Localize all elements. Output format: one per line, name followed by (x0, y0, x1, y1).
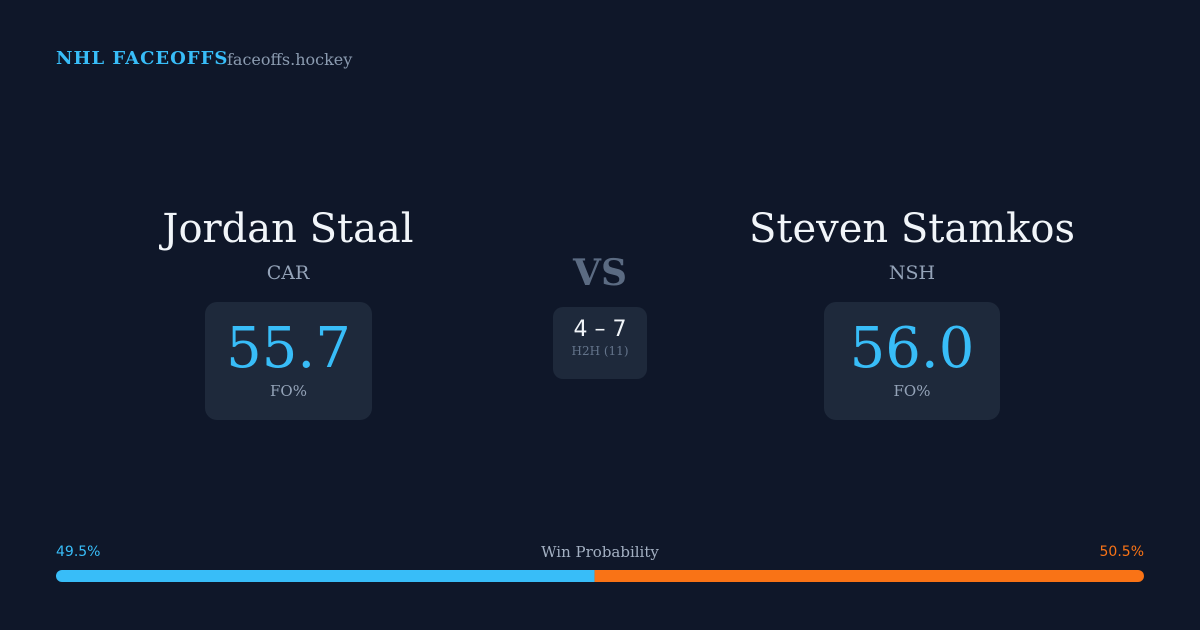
h2h-score: 4 – 7 (573, 317, 627, 342)
player-team: CAR (266, 262, 310, 284)
player-team: NSH (888, 262, 936, 284)
win-prob-segment (56, 570, 595, 582)
stat-box: 55.7 FO% (205, 302, 372, 420)
win-prob-bar (56, 570, 1144, 582)
fo-label: FO% (270, 382, 307, 400)
h2h-label: H2H (11) (571, 344, 629, 358)
win-prob-right: 50.5% (1099, 544, 1144, 560)
brand: NHL FACEOFFS (56, 48, 229, 69)
fo-pct: 56.0 (849, 316, 975, 381)
win-prob-left: 49.5% (56, 544, 101, 560)
h2h-box: 4 – 7 H2H (11) (553, 307, 647, 379)
fo-pct: 55.7 (226, 316, 351, 381)
win-prob-title: Win Probability (541, 543, 659, 561)
versus: VS (573, 252, 627, 294)
site: faceoffs.hockey (227, 50, 353, 69)
player-name: Steven Stamkos (749, 206, 1075, 252)
win-prob-segment (594, 570, 1144, 582)
stat-box: 56.0 FO% (824, 302, 1000, 420)
fo-label: FO% (893, 382, 931, 400)
player-name: Jordan Staal (162, 206, 414, 252)
